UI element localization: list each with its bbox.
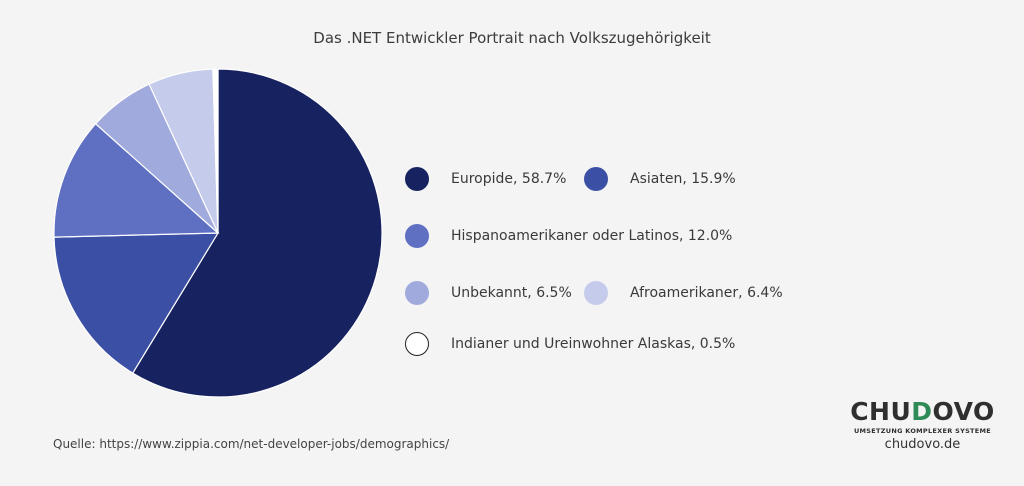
legend-item: Indianer und Ureinwohner Alaskas, 0.5% bbox=[405, 332, 735, 356]
source-note: Quelle: https://www.zippia.com/net-devel… bbox=[53, 437, 450, 451]
pie-slice-hispanoamerikaner-oder-latinos bbox=[53, 122, 220, 238]
legend-label: Unbekannt, 6.5% bbox=[451, 285, 572, 301]
legend-swatch bbox=[584, 281, 608, 305]
legend-swatch bbox=[405, 332, 429, 356]
chudovo-logo: CHUDOVO UMSETZUNG KOMPLEXER SYSTEME bbox=[850, 397, 995, 436]
legend-item: Europide, 58.7% bbox=[405, 167, 566, 191]
legend-item: Asiaten, 15.9% bbox=[584, 167, 736, 191]
legend-label: Asiaten, 15.9% bbox=[630, 171, 736, 187]
pie-slice-indianer-und-ureinwohner-alaskas bbox=[212, 68, 219, 234]
logo-tagline: UMSETZUNG KOMPLEXER SYSTEME bbox=[853, 427, 992, 435]
legend-label: Indianer und Ureinwohner Alaskas, 0.5% bbox=[451, 336, 736, 352]
logo-wordmark: CHUDOVO bbox=[850, 397, 995, 426]
pie-slice-europide bbox=[131, 68, 383, 398]
legend-label: Europide, 58.7% bbox=[451, 171, 567, 187]
legend-swatch bbox=[405, 224, 429, 248]
legend-item: Hispanoamerikaner oder Latinos, 12.0% bbox=[405, 224, 732, 248]
legend-label: Afroamerikaner, 6.4% bbox=[630, 285, 783, 301]
chart-title: Das .NET Entwickler Portrait nach Volksz… bbox=[313, 29, 711, 47]
website-label: chudovo.de bbox=[884, 437, 961, 452]
legend-swatch bbox=[405, 167, 429, 191]
legend-swatch bbox=[584, 167, 608, 191]
legend-item: Unbekannt, 6.5% bbox=[405, 281, 572, 305]
pie-slice-asiaten bbox=[53, 232, 220, 374]
legend-label: Hispanoamerikaner oder Latinos, 12.0% bbox=[451, 228, 733, 244]
legend-swatch bbox=[405, 281, 429, 305]
legend-item: Afroamerikaner, 6.4% bbox=[584, 281, 783, 305]
